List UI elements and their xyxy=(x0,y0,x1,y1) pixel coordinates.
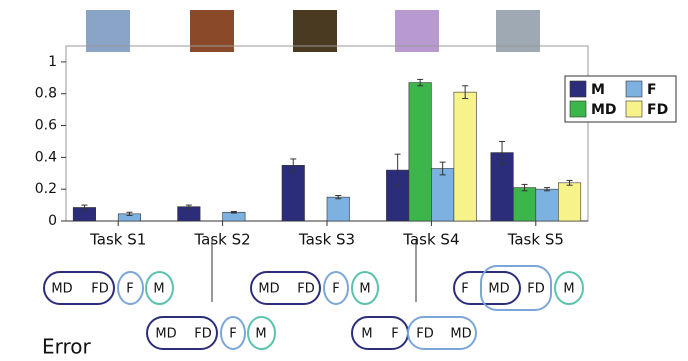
group-label: FD xyxy=(527,282,545,297)
bar xyxy=(453,91,477,222)
group-label: FD xyxy=(297,282,315,297)
group-label: FD xyxy=(416,327,434,342)
legend-swatch xyxy=(569,100,587,118)
error-bar xyxy=(499,140,506,165)
bar xyxy=(408,82,432,222)
x-tick-label: Task S5 xyxy=(507,231,564,249)
group-outline xyxy=(351,316,409,350)
group-label: MD xyxy=(258,282,279,297)
group-outline xyxy=(453,271,521,305)
error-bar xyxy=(566,179,573,186)
error-bar xyxy=(230,210,237,214)
group-label: F xyxy=(461,282,468,297)
group-label: M xyxy=(361,327,372,342)
group-outline xyxy=(351,271,379,305)
y-tick-label: 0.6 xyxy=(35,118,57,134)
group-label: M xyxy=(153,282,164,297)
group-diagram: MD FD F M xyxy=(146,316,276,350)
legend-label: FD xyxy=(647,102,668,118)
group-outline xyxy=(117,271,144,305)
error-bar xyxy=(521,183,528,192)
error-bar xyxy=(81,204,88,211)
legend-label: MD xyxy=(591,102,617,118)
y-tick-label: 1 xyxy=(48,54,57,70)
group-diagram: M F FD MD xyxy=(351,316,477,350)
group-label: MD xyxy=(51,282,72,297)
group-label: MD xyxy=(155,327,176,342)
group-outline xyxy=(250,271,321,305)
thumbnail xyxy=(496,10,540,52)
error-bar xyxy=(185,204,192,209)
group-diagram: MD FD F M xyxy=(250,271,379,305)
thumbnail xyxy=(190,10,234,52)
group-outline xyxy=(220,316,246,350)
caption: Error xyxy=(42,335,92,359)
bar xyxy=(326,196,350,222)
group-label: F xyxy=(332,282,339,297)
bar xyxy=(557,182,582,222)
x-tick-label: Task S3 xyxy=(298,231,355,249)
error-bar xyxy=(335,195,342,200)
thumbnails xyxy=(86,10,540,52)
group-outline xyxy=(323,271,349,305)
group-outline xyxy=(146,316,218,350)
group-label: MD xyxy=(450,327,471,342)
bar xyxy=(177,206,201,222)
legend-swatch xyxy=(625,80,643,98)
y-tick-label: 0 xyxy=(48,213,57,229)
group-outline xyxy=(554,271,584,305)
group-outline xyxy=(480,265,552,311)
y-tick-label: 0.4 xyxy=(35,149,57,165)
error-bar xyxy=(462,85,469,99)
group-label: M xyxy=(563,282,574,297)
bar xyxy=(535,188,559,222)
group-label: F xyxy=(229,327,236,342)
group-label: FD xyxy=(91,282,109,297)
bar xyxy=(512,187,537,222)
error-bar xyxy=(394,153,401,187)
bar xyxy=(281,165,305,222)
legend-label: M xyxy=(591,82,605,98)
thumbnail xyxy=(86,10,130,52)
group-outline xyxy=(407,316,477,350)
bar xyxy=(222,211,246,222)
legend-swatch xyxy=(625,100,643,118)
bar xyxy=(431,168,455,222)
error-bar xyxy=(417,78,424,87)
legend-label: F xyxy=(647,82,657,98)
group-diagram: MD FD F M xyxy=(43,271,174,305)
legend-swatch xyxy=(569,80,587,98)
group-label: F xyxy=(391,327,398,342)
error-bar xyxy=(439,161,446,176)
group-label: M xyxy=(359,282,370,297)
group-diagram: F MD FD M xyxy=(453,265,584,311)
x-tick-label: Task S4 xyxy=(402,231,459,249)
thumbnail xyxy=(395,10,439,52)
group-outline xyxy=(145,271,174,305)
y-tick-label: 0.2 xyxy=(35,181,57,197)
group-label: M xyxy=(255,327,266,342)
group-label: FD xyxy=(194,327,212,342)
thumbnail xyxy=(293,10,337,52)
group-label: MD xyxy=(488,282,509,297)
y-tick-label: 0.8 xyxy=(35,86,57,102)
x-tick-label: Task S2 xyxy=(193,231,250,249)
x-tick-label: Task S1 xyxy=(89,231,146,249)
group-label: F xyxy=(126,282,133,297)
error-bar xyxy=(126,211,133,216)
error-bar xyxy=(290,158,297,173)
error-bar xyxy=(544,187,551,192)
group-outline xyxy=(43,271,115,305)
group-outline xyxy=(247,316,276,350)
